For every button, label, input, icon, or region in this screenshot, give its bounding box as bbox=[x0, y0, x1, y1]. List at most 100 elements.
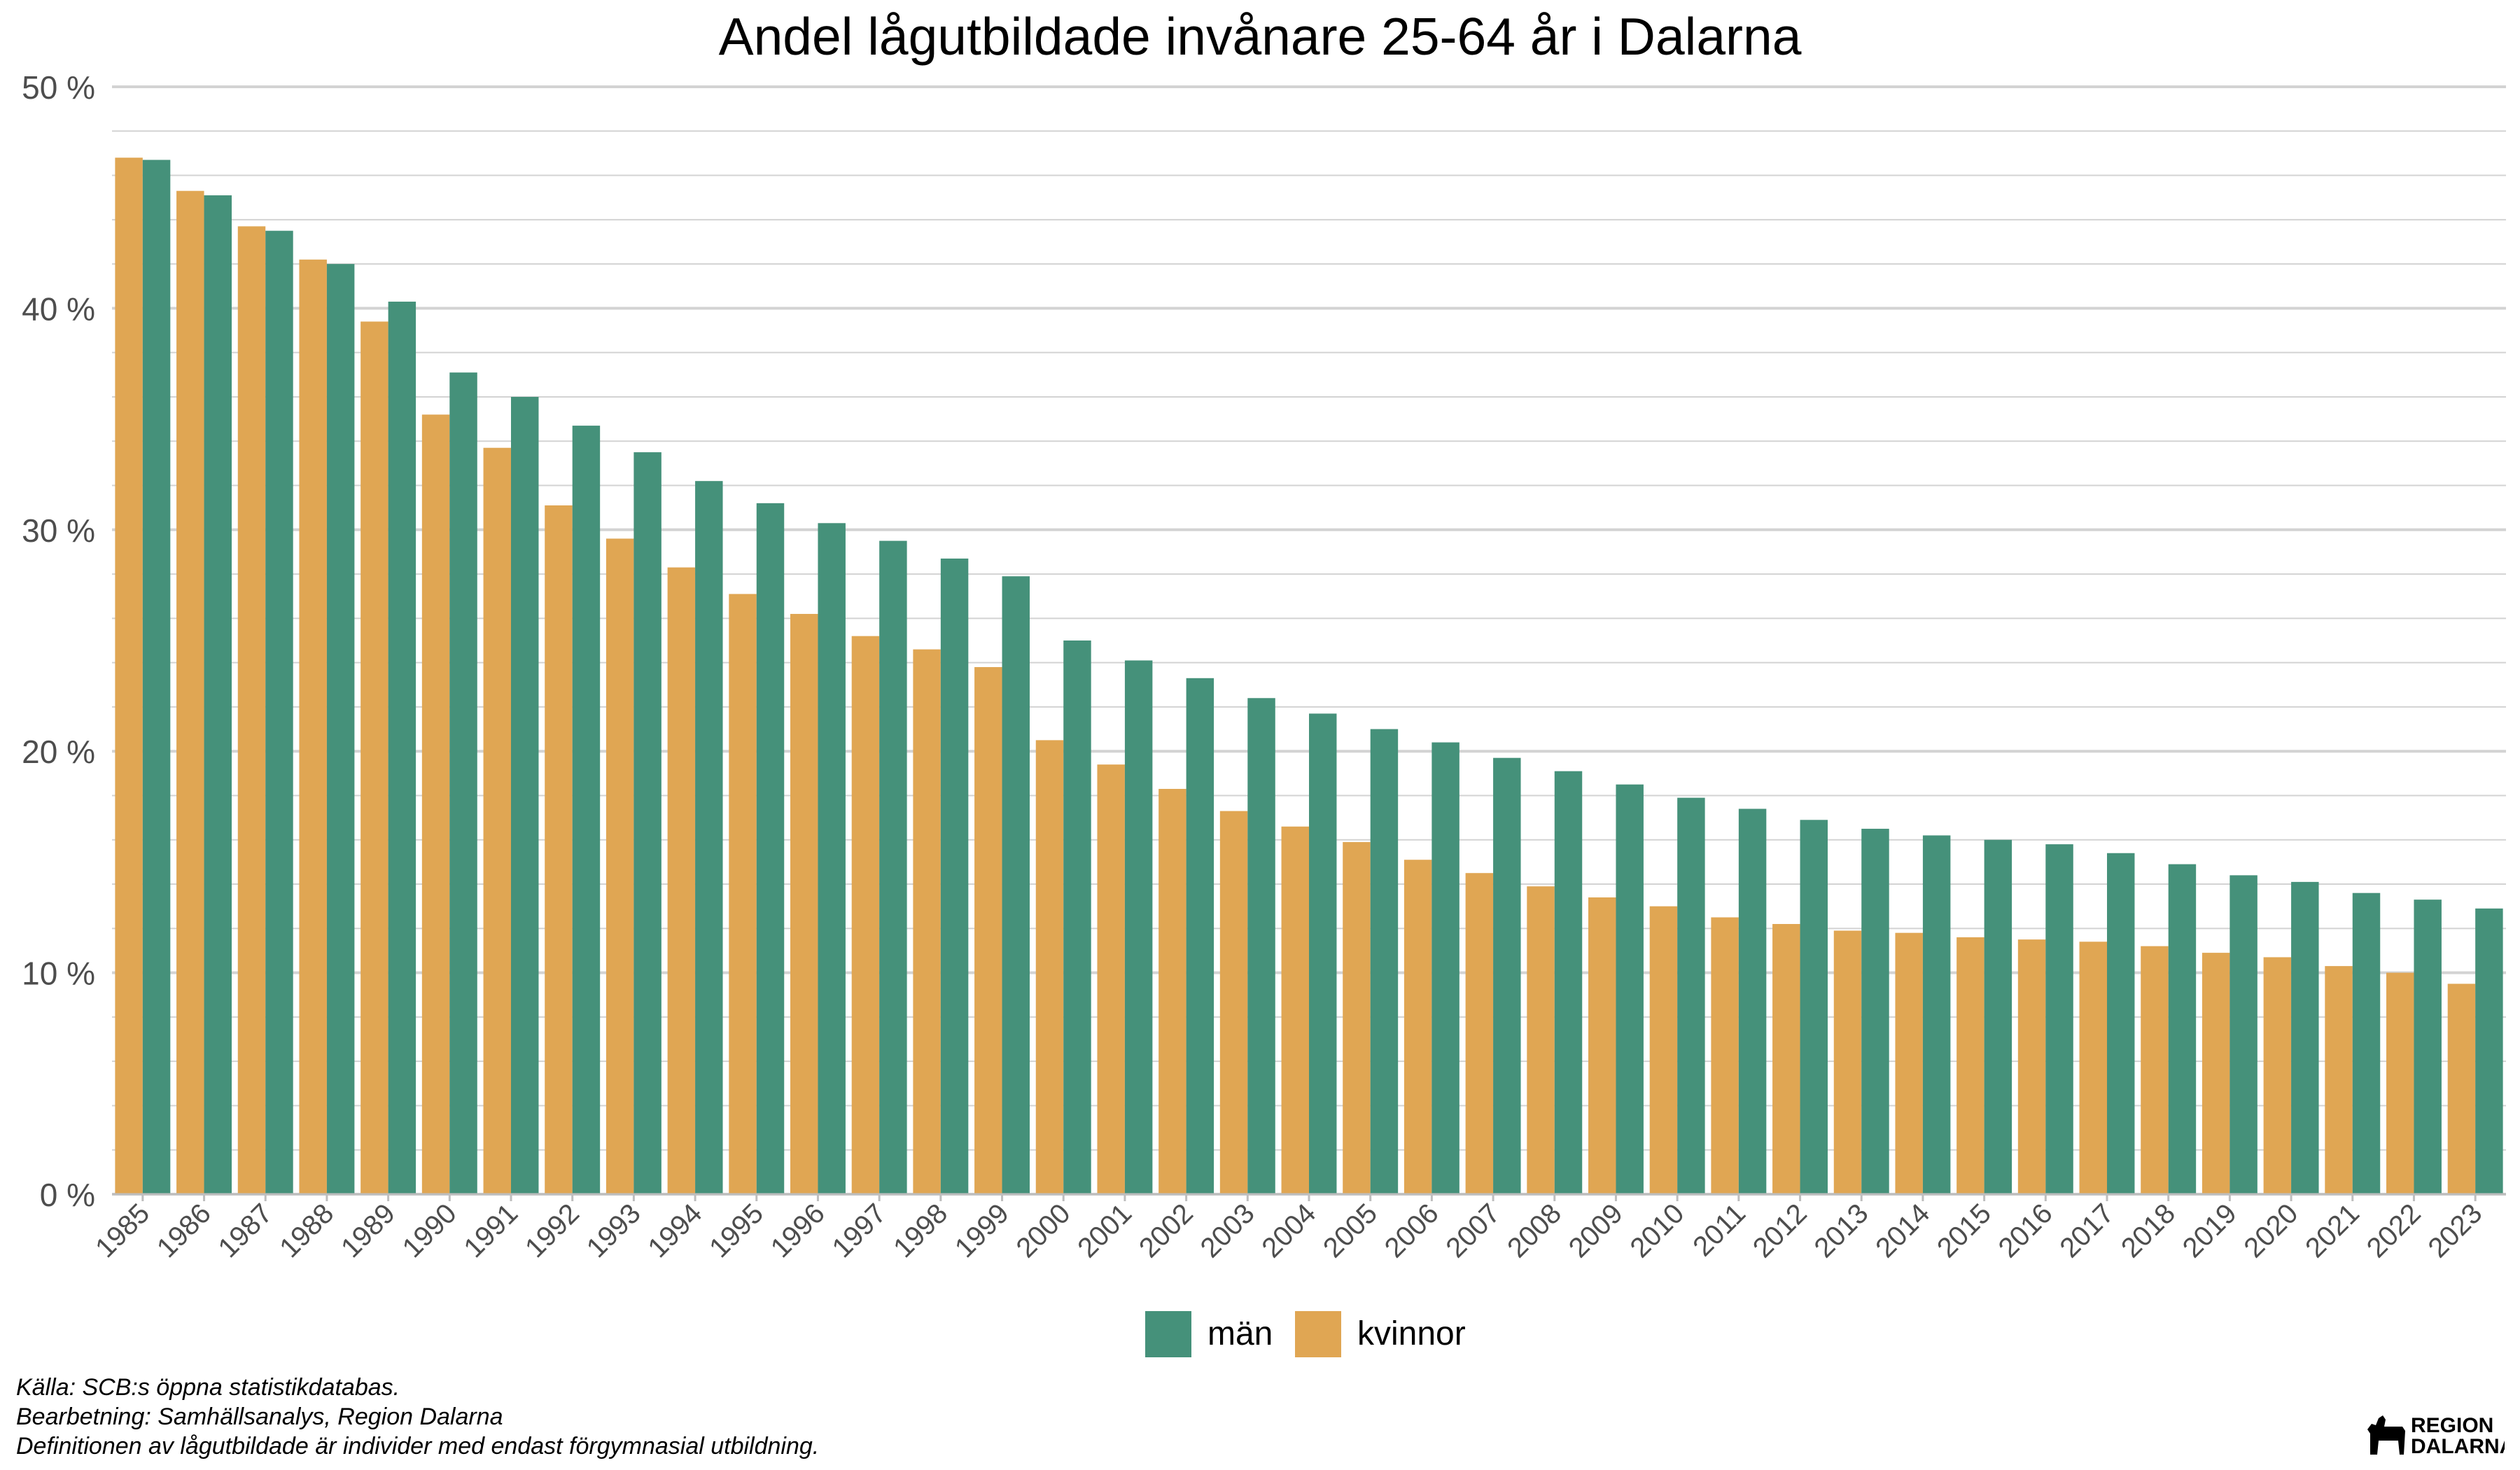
bar-män-1986 bbox=[204, 195, 232, 1194]
bar-män-1993 bbox=[634, 452, 662, 1194]
bar-kvinnor-1989 bbox=[360, 321, 388, 1194]
y-tick-label: 50 % bbox=[22, 69, 95, 106]
bar-kvinnor-2013 bbox=[1833, 930, 1862, 1194]
x-tick-label: 2014 bbox=[1870, 1198, 1935, 1264]
bar-män-1985 bbox=[142, 160, 171, 1195]
x-tick-label: 2002 bbox=[1133, 1198, 1199, 1264]
bar-män-2009 bbox=[1616, 784, 1644, 1194]
bar-kvinnor-1994 bbox=[667, 567, 696, 1194]
x-tick-label: 2021 bbox=[2300, 1198, 2365, 1264]
bar-män-2002 bbox=[1186, 678, 1214, 1194]
bar-män-1990 bbox=[449, 372, 477, 1194]
bar-kvinnor-2019 bbox=[2202, 953, 2230, 1194]
x-tick-label: 2019 bbox=[2177, 1198, 2243, 1264]
bars bbox=[115, 158, 2503, 1195]
x-tick-label: 2005 bbox=[1317, 1198, 1383, 1264]
x-tick-label: 2010 bbox=[1624, 1198, 1690, 1264]
bar-män-2023 bbox=[2475, 908, 2503, 1194]
x-tick-label: 1989 bbox=[335, 1198, 401, 1264]
bar-män-2004 bbox=[1309, 713, 1337, 1194]
legend-swatch-kvinnor bbox=[1295, 1311, 1341, 1357]
bar-kvinnor-1992 bbox=[545, 505, 573, 1194]
legend-swatch-män bbox=[1145, 1311, 1191, 1357]
x-tick-label: 1988 bbox=[274, 1198, 340, 1264]
x-tick-label: 2023 bbox=[2422, 1198, 2488, 1264]
bar-män-2014 bbox=[1922, 835, 1951, 1194]
bar-män-2008 bbox=[1554, 771, 1583, 1194]
bar-män-2012 bbox=[1800, 820, 1828, 1194]
y-tick-label: 20 % bbox=[22, 734, 95, 770]
bar-män-1996 bbox=[818, 523, 846, 1194]
legend-label-kvinnor: kvinnor bbox=[1357, 1315, 1466, 1352]
bar-kvinnor-1991 bbox=[483, 447, 511, 1195]
y-tick-label: 40 % bbox=[22, 290, 95, 327]
processing-caption: Bearbetning: Samhällsanalys, Region Dala… bbox=[16, 1404, 503, 1430]
dala-horse-icon bbox=[2367, 1415, 2405, 1455]
bar-män-2016 bbox=[2045, 844, 2073, 1194]
x-tick-label: 1997 bbox=[826, 1198, 892, 1264]
bar-kvinnor-1986 bbox=[176, 190, 204, 1194]
bar-kvinnor-2014 bbox=[1895, 932, 1923, 1194]
bar-män-2005 bbox=[1370, 729, 1399, 1194]
x-tick-label: 2001 bbox=[1072, 1198, 1138, 1264]
y-axis-ticks: 0 % 10 % 20 % 30 % 40 % 50 % bbox=[22, 69, 95, 1213]
x-tick-label: 1996 bbox=[765, 1198, 831, 1264]
bar-kvinnor-2004 bbox=[1281, 826, 1309, 1194]
bar-män-2017 bbox=[2107, 853, 2135, 1194]
bar-kvinnor-1987 bbox=[237, 226, 266, 1194]
bar-kvinnor-2020 bbox=[2263, 957, 2292, 1194]
bar-män-2013 bbox=[1861, 828, 1889, 1194]
bar-män-2022 bbox=[2414, 899, 2442, 1194]
bar-kvinnor-2009 bbox=[1588, 897, 1616, 1194]
bar-kvinnor-2008 bbox=[1527, 886, 1555, 1194]
source-caption: Källa: SCB:s öppna statistikdatabas. bbox=[16, 1374, 400, 1401]
bar-män-1998 bbox=[940, 558, 969, 1194]
bar-kvinnor-2017 bbox=[2079, 941, 2107, 1194]
bar-kvinnor-2001 bbox=[1097, 764, 1125, 1194]
bar-kvinnor-1990 bbox=[421, 414, 450, 1194]
x-tick-label: 1999 bbox=[949, 1198, 1015, 1264]
bar-män-2006 bbox=[1432, 742, 1460, 1194]
x-tick-label: 2016 bbox=[1993, 1198, 2059, 1264]
bar-män-2007 bbox=[1493, 757, 1521, 1194]
bar-kvinnor-2000 bbox=[1035, 740, 1064, 1194]
bar-män-2010 bbox=[1677, 797, 1705, 1194]
bar-män-1994 bbox=[695, 481, 723, 1194]
x-tick-label: 2000 bbox=[1011, 1198, 1077, 1264]
y-tick-label: 0 % bbox=[40, 1177, 95, 1213]
x-tick-label: 1991 bbox=[458, 1198, 524, 1264]
bar-kvinnor-1998 bbox=[913, 649, 941, 1194]
x-tick-label: 2008 bbox=[1502, 1198, 1567, 1264]
region-dalarna-logo: REGION DALARNA bbox=[2367, 1414, 2505, 1458]
legend-label-män: män bbox=[1208, 1315, 1273, 1352]
x-tick-label: 1994 bbox=[642, 1198, 708, 1264]
x-tick-label: 1987 bbox=[213, 1198, 279, 1264]
bar-kvinnor-2011 bbox=[1711, 917, 1739, 1194]
bar-kvinnor-2023 bbox=[2447, 983, 2476, 1194]
bar-kvinnor-2018 bbox=[2141, 946, 2169, 1194]
bar-män-2018 bbox=[2168, 864, 2197, 1194]
x-tick-label: 2004 bbox=[1256, 1198, 1322, 1264]
bar-kvinnor-2015 bbox=[1956, 937, 1984, 1194]
x-tick-label: 1993 bbox=[581, 1198, 647, 1264]
bar-män-1989 bbox=[388, 301, 416, 1195]
bar-män-2019 bbox=[2230, 875, 2258, 1194]
legend: män kvinnor bbox=[1145, 1311, 1466, 1357]
bar-kvinnor-1996 bbox=[790, 614, 818, 1194]
bar-kvinnor-2010 bbox=[1649, 906, 1678, 1194]
y-tick-label: 30 % bbox=[22, 512, 95, 549]
bar-kvinnor-2016 bbox=[2017, 939, 2046, 1194]
bar-kvinnor-1993 bbox=[606, 538, 634, 1194]
x-tick-label: 1992 bbox=[519, 1198, 585, 1264]
x-tick-label: 2003 bbox=[1195, 1198, 1261, 1264]
x-tick-label: 1998 bbox=[888, 1198, 953, 1264]
bar-män-2000 bbox=[1063, 640, 1091, 1194]
bar-män-1997 bbox=[879, 540, 907, 1194]
bar-män-2001 bbox=[1124, 660, 1153, 1194]
bar-kvinnor-2003 bbox=[1219, 811, 1248, 1194]
x-tick-label: 2013 bbox=[1809, 1198, 1875, 1264]
bar-kvinnor-1985 bbox=[115, 158, 143, 1194]
bar-män-2003 bbox=[1247, 698, 1275, 1194]
x-tick-label: 1990 bbox=[397, 1198, 463, 1264]
y-tick-label: 10 % bbox=[22, 955, 95, 992]
